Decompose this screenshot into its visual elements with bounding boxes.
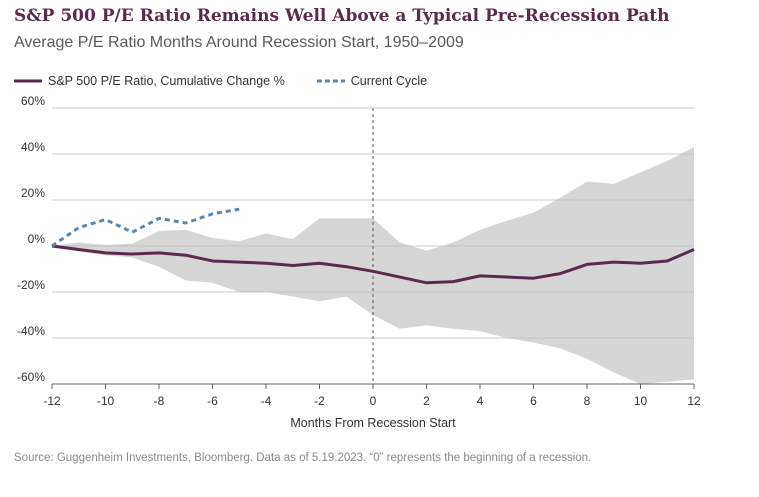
legend-label-current: Current Cycle	[350, 74, 428, 88]
x-axis-title: Months From Recession Start	[290, 416, 456, 430]
x-tick-label: -4	[261, 394, 272, 408]
legend-item-current: Current Cycle	[316, 74, 428, 88]
y-tick-label: -40%	[17, 324, 45, 338]
x-tick-label: -10	[97, 394, 115, 408]
x-tick-label: -2	[314, 394, 325, 408]
x-tick-label: 12	[687, 394, 701, 408]
chart-subtitle: Average P/E Ratio Months Around Recessio…	[14, 34, 464, 51]
chart-title: S&P 500 P/E Ratio Remains Well Above a T…	[14, 6, 670, 26]
x-tick-label: 2	[423, 394, 430, 408]
y-tick-label: -20%	[17, 278, 45, 292]
y-tick-label: 60%	[21, 94, 45, 108]
series-line-current-cycle	[51, 207, 240, 248]
x-tick-label: 6	[530, 394, 537, 408]
y-tick-label: 40%	[21, 140, 45, 154]
x-tick-label: -12	[43, 394, 61, 408]
legend-label-average: S&P 500 P/E Ratio, Cumulative Change %	[48, 74, 285, 88]
legend: S&P 500 P/E Ratio, Cumulative Change % C…	[14, 74, 459, 88]
x-tick-label: 4	[477, 394, 484, 408]
source-note: Source: Guggenheim Investments, Bloomber…	[14, 452, 592, 464]
legend-item-average: S&P 500 P/E Ratio, Cumulative Change %	[14, 74, 285, 88]
x-tick-label: -8	[154, 394, 165, 408]
x-tick-label: 10	[634, 394, 648, 408]
y-tick-label: 0%	[28, 232, 46, 246]
legend-swatch-current	[316, 79, 345, 83]
series-line-average	[51, 244, 695, 285]
y-tick-label: -60%	[17, 370, 45, 384]
x-tick-label: 0	[370, 394, 377, 408]
legend-swatch-average	[14, 79, 42, 83]
x-tick-label: -6	[207, 394, 218, 408]
chart-plot: -60% -40% -20% 0% 20% 40% 60% -12 -10 -8 -6 -4 -2 0 2 4…	[17, 94, 701, 430]
y-tick-label: 20%	[21, 186, 45, 200]
x-tick-label: 8	[584, 394, 591, 408]
